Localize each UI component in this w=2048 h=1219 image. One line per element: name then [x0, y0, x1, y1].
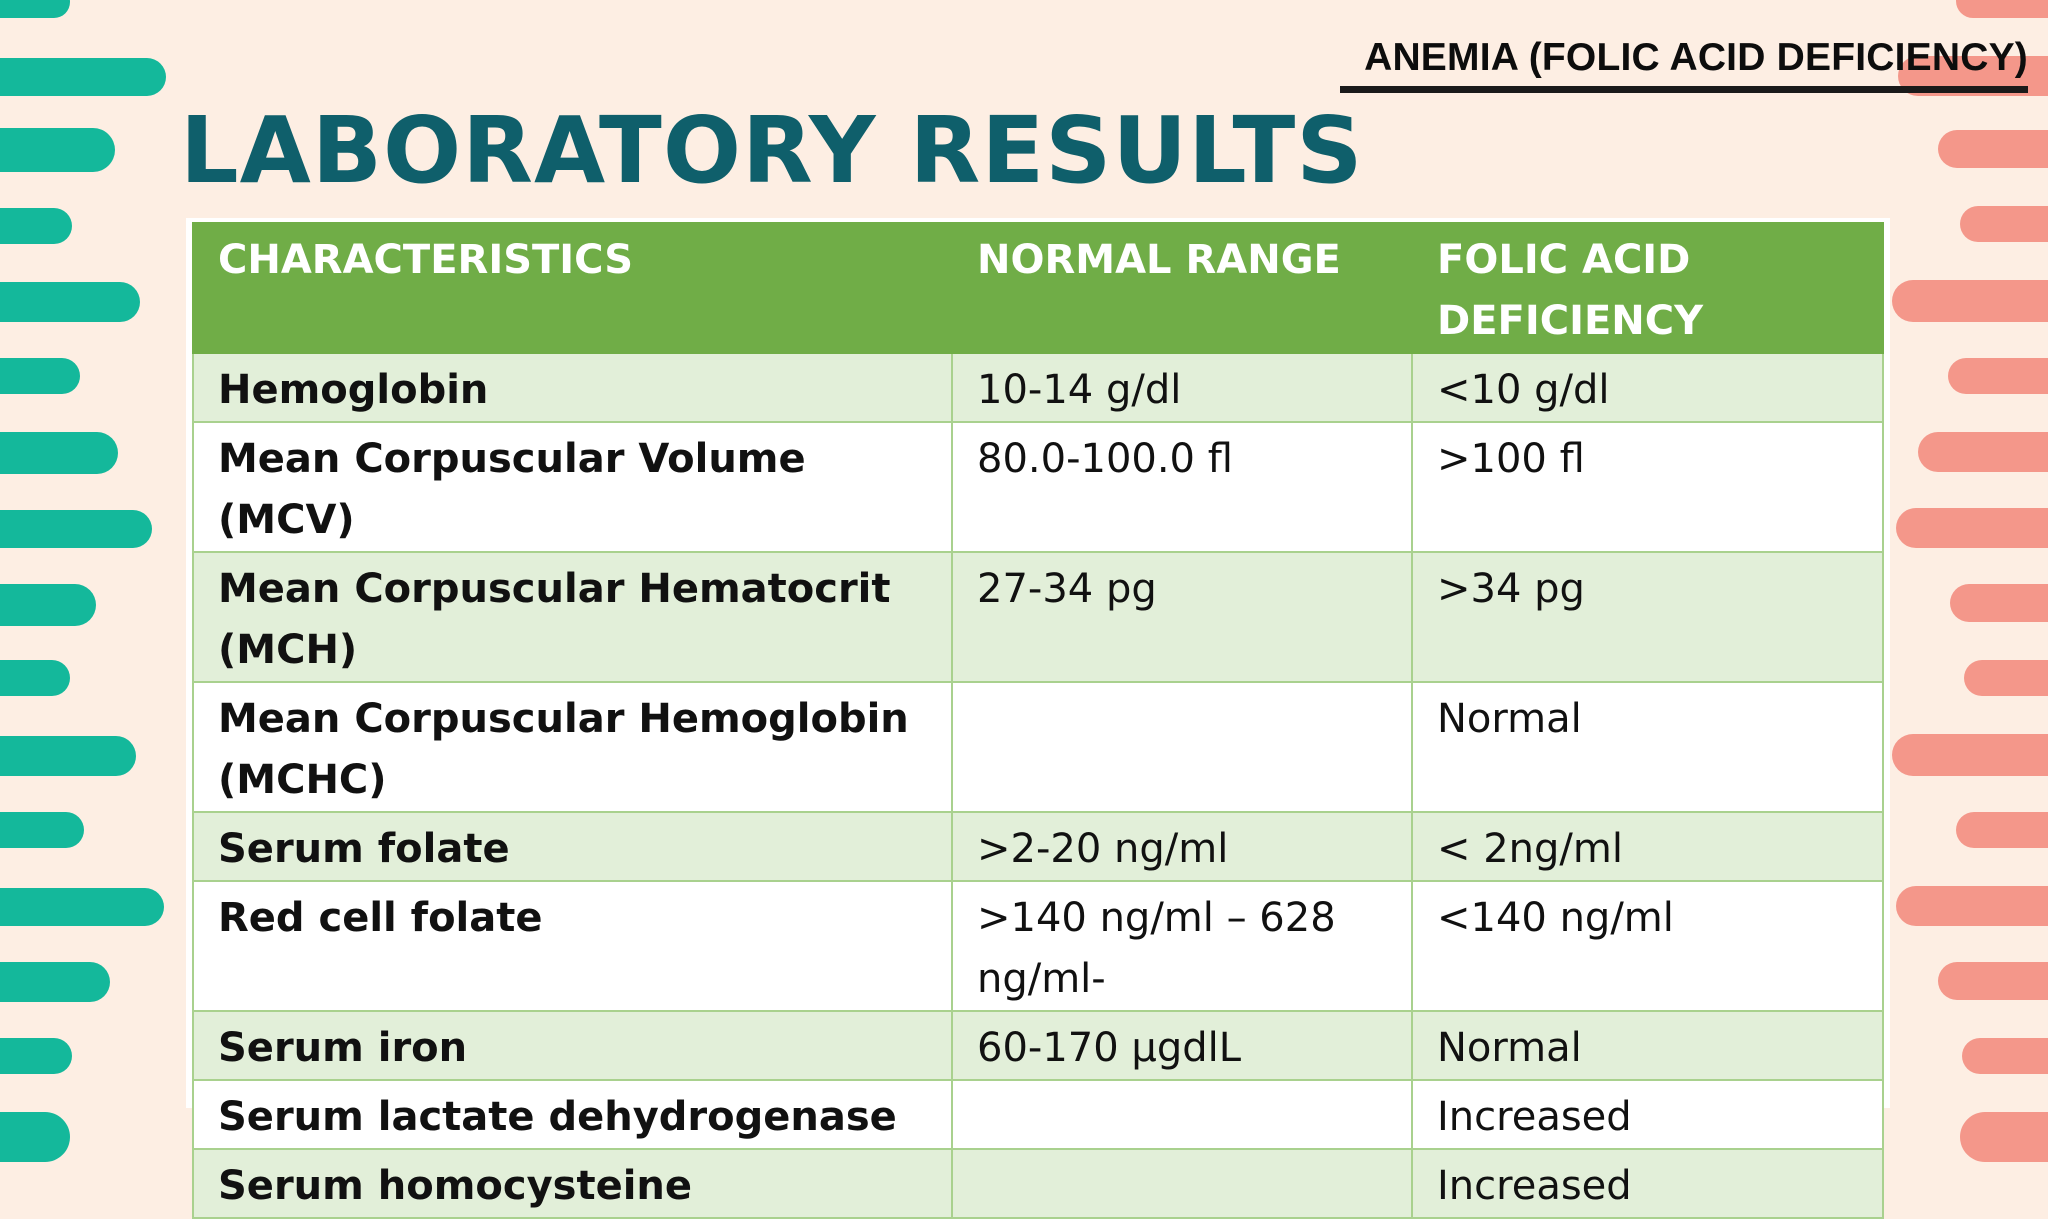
characteristic-cell: Mean Corpuscular Hemoglobin (MCHC): [192, 681, 953, 813]
normal-range-cell: [951, 1148, 1413, 1219]
left-decoration: [0, 0, 175, 1162]
characteristic-cell: Mean Corpuscular Volume (MCV): [192, 421, 953, 553]
slide-title: LABORATORY RESULTS: [180, 97, 1364, 204]
table-row: Mean Corpuscular Hemoglobin (MCHC) Norma…: [192, 681, 1884, 813]
deficiency-cell: >100 fl: [1411, 421, 1884, 553]
characteristic-cell: Mean Corpuscular Hematocrit (MCH): [192, 551, 953, 683]
deficiency-cell: <140 ng/ml: [1411, 880, 1884, 1012]
characteristic-cell: Red cell folate: [192, 880, 953, 1012]
table-header-row: CHARACTERISTICS NORMAL RANGE FOLIC ACID …: [192, 222, 1884, 354]
header-characteristics: CHARACTERISTICS: [192, 222, 953, 354]
right-decoration: [1888, 0, 2048, 1162]
deficiency-cell: < 2ng/ml: [1411, 811, 1884, 882]
table-row: Serum iron 60-170 µgdlL Normal: [192, 1010, 1884, 1081]
table-row: Serum lactate dehydrogenase Increased: [192, 1079, 1884, 1150]
normal-range-cell: 10-14 g/dl: [951, 352, 1413, 423]
table-row: Hemoglobin 10-14 g/dl <10 g/dl: [192, 352, 1884, 423]
section-header-underline: [1340, 86, 2028, 93]
deficiency-cell: Normal: [1411, 1010, 1884, 1081]
characteristic-cell: Serum lactate dehydrogenase: [192, 1079, 953, 1150]
characteristic-cell: Serum folate: [192, 811, 953, 882]
normal-range-cell: >2-20 ng/ml: [951, 811, 1413, 882]
deficiency-cell: Increased: [1411, 1148, 1884, 1219]
deficiency-cell: Normal: [1411, 681, 1884, 813]
table-row: Mean Corpuscular Volume (MCV) 80.0-100.0…: [192, 421, 1884, 553]
header-normal-range: NORMAL RANGE: [951, 222, 1413, 354]
normal-range-cell: [951, 1079, 1413, 1150]
table-row: Serum folate >2-20 ng/ml < 2ng/ml: [192, 811, 1884, 882]
header-folic-acid-deficiency: FOLIC ACID DEFICIENCY: [1411, 222, 1884, 354]
characteristic-cell: Hemoglobin: [192, 352, 953, 423]
normal-range-cell: >140 ng/ml – 628 ng/ml-: [951, 880, 1413, 1012]
deficiency-cell: >34 pg: [1411, 551, 1884, 683]
lab-results-table: CHARACTERISTICS NORMAL RANGE FOLIC ACID …: [192, 222, 1884, 1219]
deficiency-cell: <10 g/dl: [1411, 352, 1884, 423]
lab-results-table-container: CHARACTERISTICS NORMAL RANGE FOLIC ACID …: [186, 218, 1890, 1219]
table-row: Mean Corpuscular Hematocrit (MCH) 27-34 …: [192, 551, 1884, 683]
section-header-text: ANEMIA (FOLIC ACID DEFICIENCY): [1364, 36, 2028, 79]
table-row: Red cell folate >140 ng/ml – 628 ng/ml- …: [192, 880, 1884, 1012]
normal-range-cell: 80.0-100.0 fl: [951, 421, 1413, 553]
characteristic-cell: Serum homocysteine: [192, 1148, 953, 1219]
normal-range-cell: [951, 681, 1413, 813]
section-header: ANEMIA (FOLIC ACID DEFICIENCY): [1340, 36, 2028, 93]
table-row: Serum homocysteine Increased: [192, 1148, 1884, 1219]
normal-range-cell: 60-170 µgdlL: [951, 1010, 1413, 1081]
deficiency-cell: Increased: [1411, 1079, 1884, 1150]
characteristic-cell: Serum iron: [192, 1010, 953, 1081]
normal-range-cell: 27-34 pg: [951, 551, 1413, 683]
